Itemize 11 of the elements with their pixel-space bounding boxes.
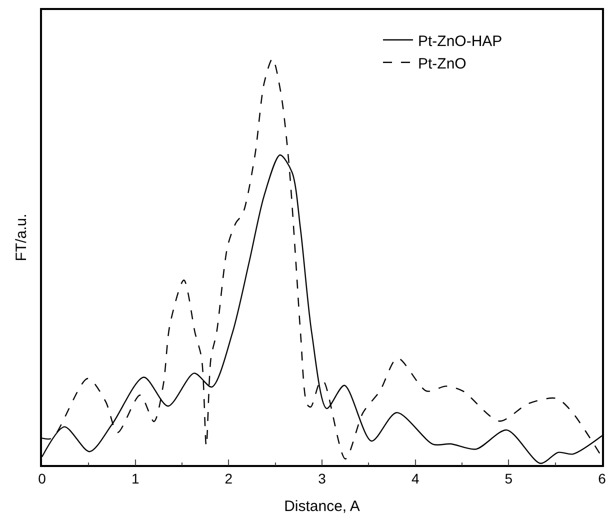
x-tick-label: 2 bbox=[224, 470, 233, 487]
legend-label: Pt-ZnO-HAP bbox=[418, 32, 502, 50]
x-tick-label: 5 bbox=[504, 470, 513, 487]
x-tick-label: 3 bbox=[318, 470, 326, 487]
x-axis-title: Distance, A bbox=[284, 498, 360, 516]
x-tick-label: 1 bbox=[131, 470, 140, 487]
x-tick-label: 0 bbox=[38, 470, 46, 487]
x-tick-label: 6 bbox=[598, 470, 606, 487]
y-axis-title: FT/a.u. bbox=[13, 214, 30, 262]
x-tick-label: 4 bbox=[411, 470, 420, 487]
legend-label: Pt-ZnO bbox=[418, 55, 466, 72]
